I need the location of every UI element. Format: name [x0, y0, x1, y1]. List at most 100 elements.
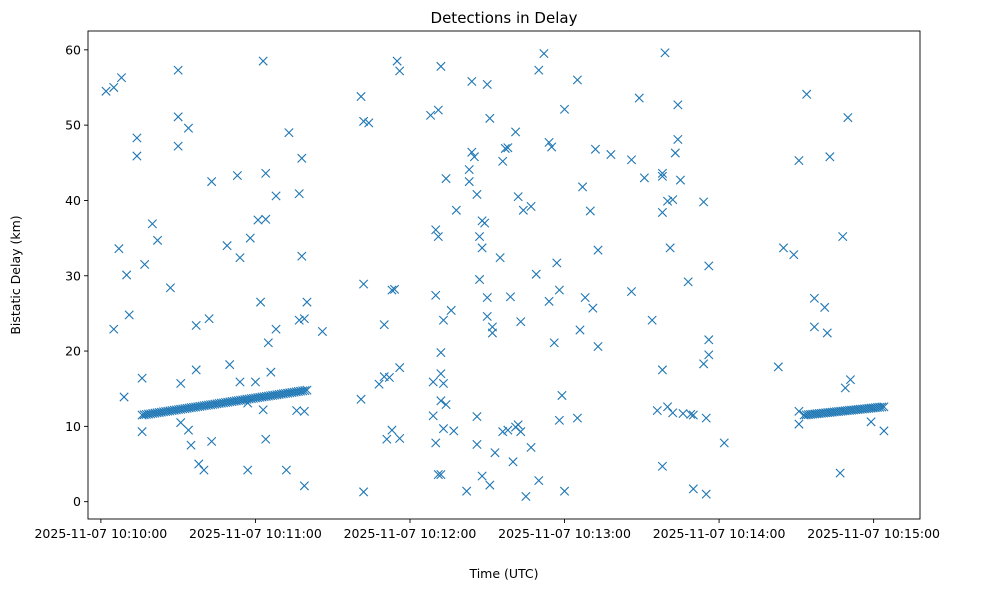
data-point — [431, 438, 441, 448]
data-point — [652, 405, 662, 416]
data-point — [263, 338, 273, 348]
data-point — [516, 427, 526, 437]
data-point — [822, 328, 832, 338]
data-point — [258, 405, 268, 415]
data-point — [382, 434, 392, 444]
x-tick-label: 2025-11-07 10:11:00 — [189, 526, 322, 541]
data-point — [477, 471, 487, 481]
data-point — [773, 362, 783, 372]
data-point — [505, 292, 516, 302]
data-point — [436, 469, 446, 480]
data-point — [552, 258, 562, 268]
data-point — [879, 426, 889, 436]
y-axis-label: Bistatic Delay (km) — [8, 215, 23, 334]
data-point — [526, 201, 536, 212]
data-point — [271, 324, 281, 334]
data-point — [441, 174, 451, 184]
data-point — [704, 335, 714, 345]
data-point — [191, 320, 201, 331]
data-point — [359, 279, 369, 289]
data-point — [526, 442, 536, 453]
data-point — [467, 76, 477, 87]
data-point — [590, 144, 601, 154]
x-tick-label: 2025-11-07 10:15:00 — [807, 526, 940, 541]
data-point — [665, 243, 675, 253]
data-point — [503, 425, 513, 435]
data-point — [173, 112, 183, 122]
data-point — [462, 486, 472, 496]
data-point — [222, 241, 232, 251]
data-point — [173, 141, 183, 151]
data-point — [191, 365, 201, 375]
data-point — [433, 105, 443, 115]
data-point — [395, 66, 405, 76]
data-point — [464, 177, 474, 187]
data-point — [124, 310, 134, 320]
data-point — [119, 392, 129, 402]
data-point — [232, 171, 242, 181]
data-point — [572, 75, 583, 85]
data-point — [281, 465, 291, 475]
data-point — [701, 413, 711, 423]
data-point — [165, 283, 176, 293]
data-point — [789, 250, 799, 260]
data-point — [122, 270, 132, 280]
data-point — [634, 93, 644, 103]
data-point — [132, 133, 142, 143]
data-point — [137, 373, 147, 383]
data-point — [487, 322, 497, 332]
y-tick-label: 60 — [65, 42, 81, 57]
data-point — [657, 168, 668, 178]
data-point — [593, 245, 603, 255]
data-point — [559, 486, 570, 496]
data-point — [809, 322, 819, 332]
data-point — [436, 347, 446, 358]
data-point — [838, 232, 848, 242]
data-point — [433, 232, 443, 242]
data-point — [639, 173, 649, 183]
data-point — [845, 375, 856, 385]
data-point — [490, 448, 500, 458]
data-point — [498, 156, 508, 166]
data-point — [588, 303, 598, 313]
data-point — [572, 413, 583, 423]
data-point — [299, 314, 309, 324]
data-point — [662, 196, 673, 206]
data-point — [297, 251, 307, 261]
y-tick-label: 30 — [65, 268, 81, 283]
data-point — [356, 91, 366, 102]
data-point — [482, 79, 492, 90]
data-point — [245, 233, 255, 243]
data-point — [704, 261, 714, 271]
data-point — [387, 285, 397, 295]
x-axis-ticks: 2025-11-07 10:10:00 2025-11-07 10:11:00 20… — [34, 519, 940, 541]
data-point — [449, 426, 459, 436]
data-point — [114, 244, 124, 254]
data-point — [395, 363, 405, 373]
data-point — [593, 341, 603, 352]
data-point — [183, 123, 194, 133]
data-point — [544, 137, 554, 148]
data-point — [513, 420, 523, 430]
y-axis-ticks: 0 10 20 30 40 50 60 — [65, 42, 88, 509]
data-point — [359, 116, 369, 126]
data-point — [116, 73, 127, 83]
data-point — [626, 155, 637, 165]
data-point — [109, 82, 119, 93]
data-point — [271, 191, 281, 201]
data-point — [482, 311, 492, 322]
data-point — [255, 297, 266, 307]
data-point — [433, 469, 443, 480]
y-tick-label: 10 — [65, 419, 81, 434]
y-tick-label: 40 — [65, 193, 81, 208]
data-point — [199, 465, 209, 475]
data-point — [660, 48, 670, 58]
data-point — [132, 151, 142, 161]
data-point — [428, 377, 438, 387]
data-point — [606, 149, 616, 160]
y-tick-label: 50 — [65, 118, 81, 133]
data-point — [425, 110, 436, 120]
data-point — [147, 219, 157, 229]
data-point — [575, 325, 585, 335]
data-point — [384, 372, 394, 383]
